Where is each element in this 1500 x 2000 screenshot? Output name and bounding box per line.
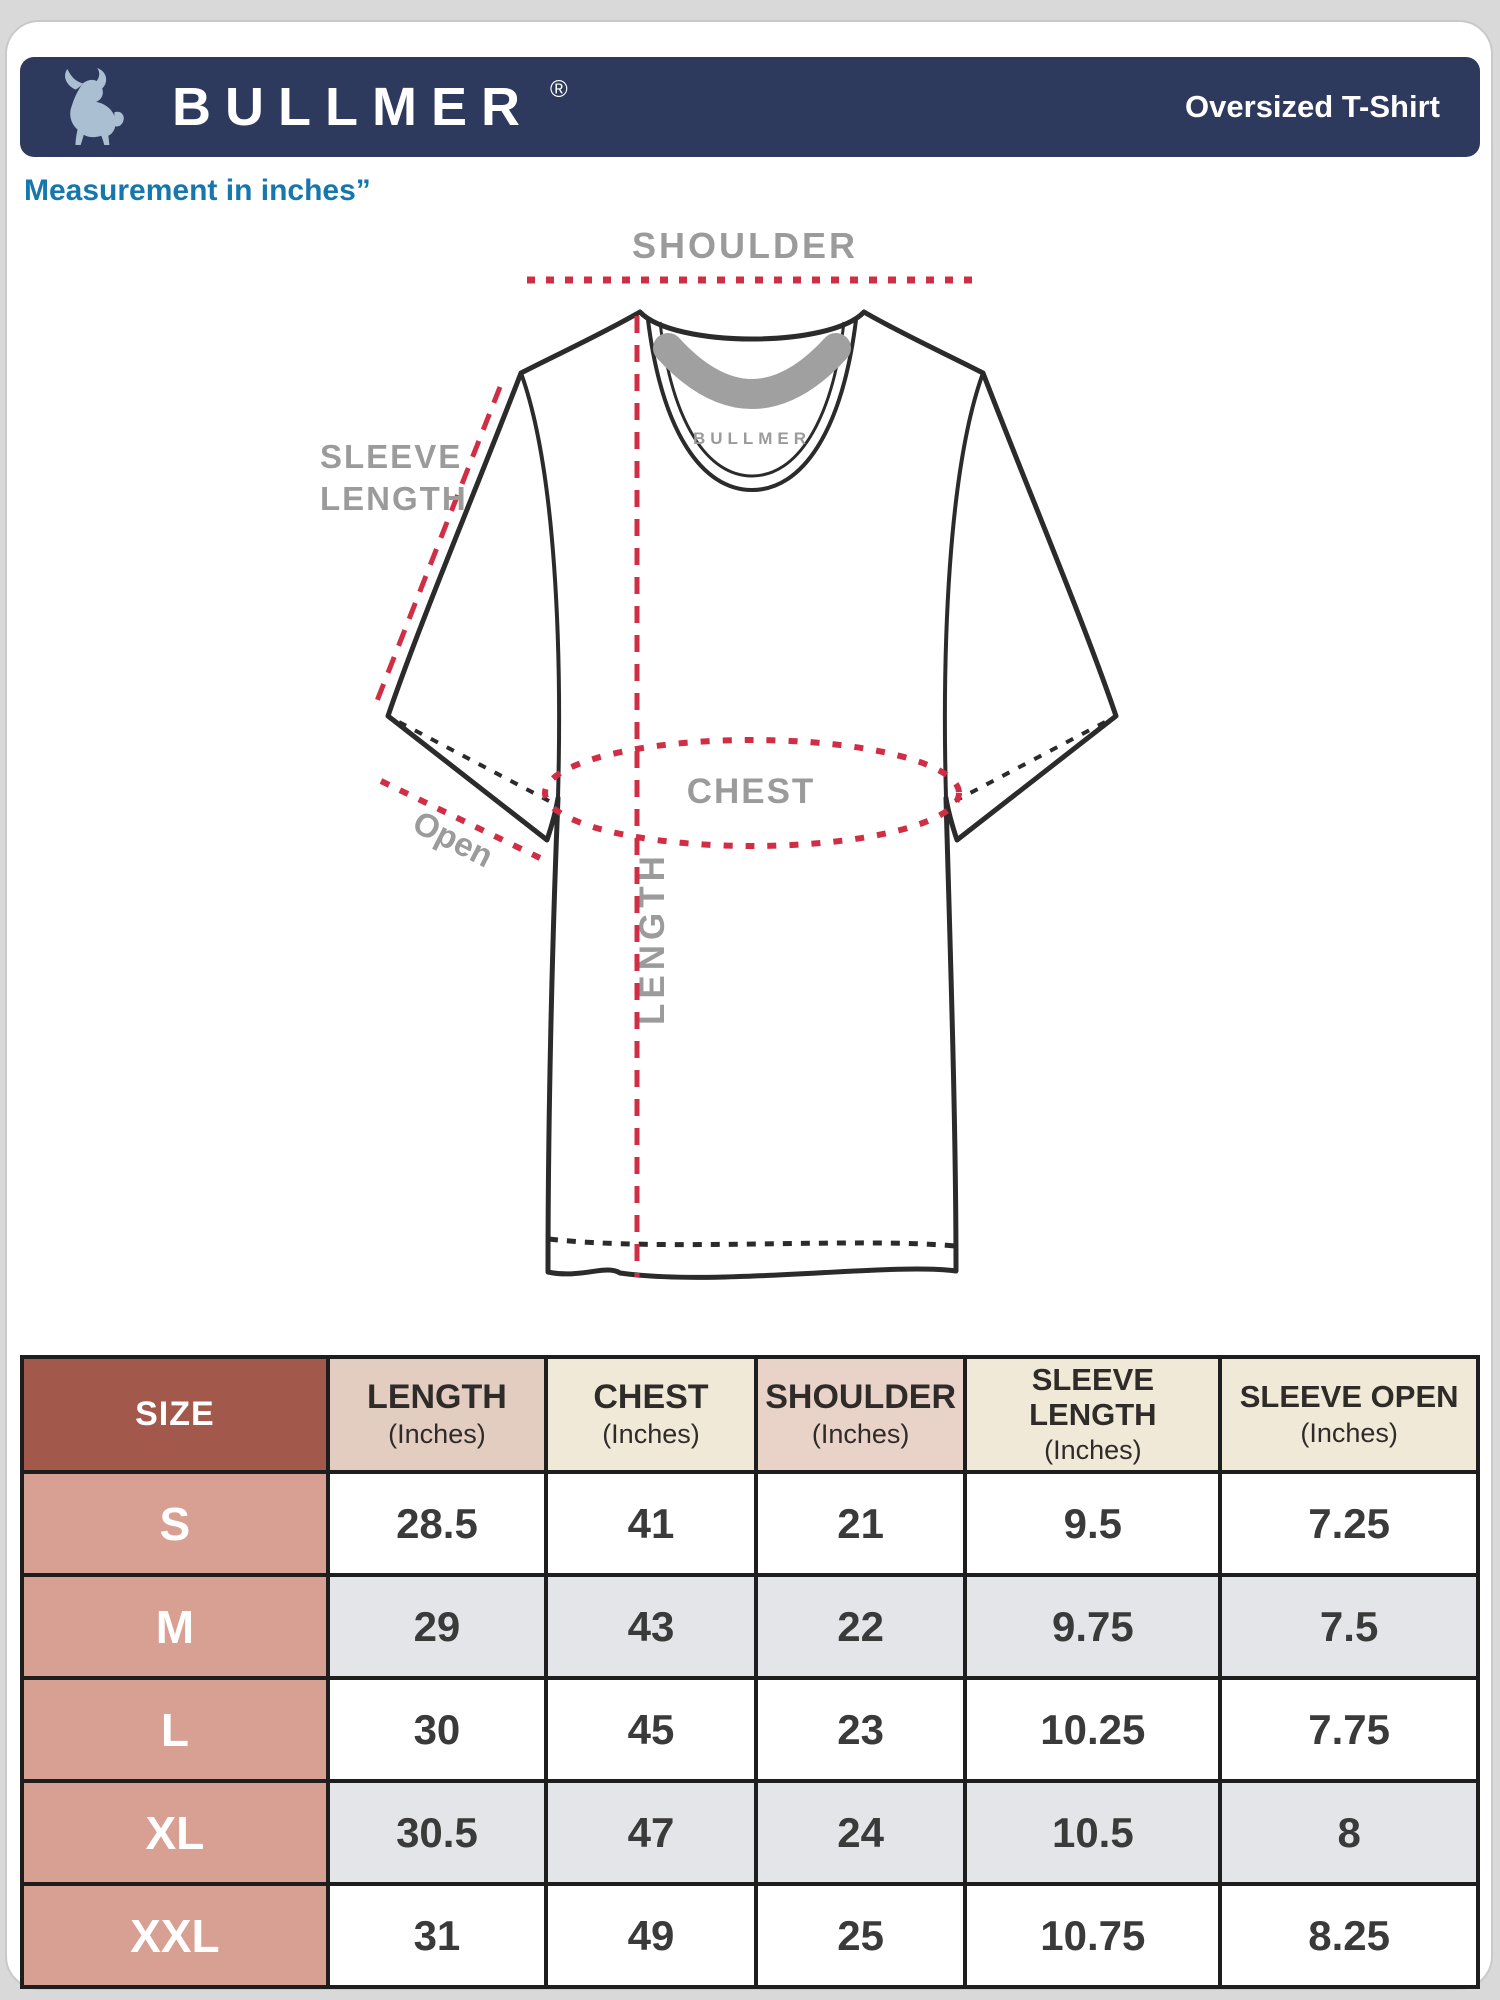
- shoulder-value: 25: [753, 1882, 968, 1989]
- table-row-xxl: XXL 31 49 25 10.75 8.25: [20, 1882, 1480, 1989]
- length-value: 31: [325, 1882, 549, 1989]
- col-header-length: LENGTH (Inches): [325, 1355, 549, 1474]
- table-row-m: M 29 43 22 9.75 7.5: [20, 1573, 1480, 1680]
- product-title: Oversized T-Shirt: [1185, 89, 1440, 124]
- header-bar: BULLMER ® Oversized T-Shirt: [20, 57, 1480, 157]
- size-cell: XL: [20, 1779, 330, 1886]
- sleeve-length-value: 10.75: [963, 1882, 1223, 1989]
- sleeve-open-label: Open: [407, 803, 499, 874]
- sleeve-open-value: 8.25: [1218, 1882, 1480, 1989]
- table-row-xl: XL 30.5 47 24 10.5 8: [20, 1779, 1480, 1886]
- sleeve-length-value: 10.5: [963, 1779, 1223, 1886]
- collar-brand-label: BULLMER: [693, 429, 811, 448]
- chest-value: 43: [544, 1573, 758, 1680]
- size-chart-header-row: SIZE LENGTH (Inches) CHEST (Inches) SHOU…: [20, 1355, 1480, 1474]
- sleeve-open-value: 8: [1218, 1779, 1480, 1886]
- shoulder-value: 23: [753, 1676, 968, 1783]
- collar-band: [653, 333, 851, 409]
- length-value: 28.5: [325, 1470, 549, 1577]
- sleeve-length-value: 9.75: [963, 1573, 1223, 1680]
- length-label: LENGTH: [633, 851, 672, 1025]
- sleeve-length-label-line2: LENGTH: [320, 480, 468, 517]
- shoulder-value: 22: [753, 1573, 968, 1680]
- brand-wordmark: BULLMER: [172, 77, 534, 137]
- tshirt-outline: BULLMER: [385, 309, 1119, 1280]
- length-value: 30.5: [325, 1779, 549, 1886]
- sleeve-open-guide-line: [379, 778, 542, 861]
- chest-value: 45: [544, 1676, 758, 1783]
- table-row-s: S 28.5 41 21 9.5 7.25: [20, 1470, 1480, 1577]
- size-cell: S: [20, 1470, 330, 1577]
- col-header-sleeve-length: SLEEVE LENGTH (Inches): [963, 1355, 1223, 1474]
- shoulder-label: SHOULDER: [632, 225, 858, 266]
- chest-guide-ellipse: [542, 737, 962, 849]
- sleeve-length-label-line1: SLEEVE: [320, 438, 462, 475]
- sleeve-open-value: 7.25: [1218, 1470, 1480, 1577]
- length-value: 29: [325, 1573, 549, 1680]
- col-header-sleeve-open: SLEEVE OPEN (Inches): [1218, 1355, 1480, 1474]
- shoulder-value: 24: [753, 1779, 968, 1886]
- table-row-l: L 30 45 23 10.25 7.75: [20, 1676, 1480, 1783]
- col-header-size: SIZE: [20, 1355, 330, 1474]
- bull-logo-icon: [65, 68, 124, 145]
- registered-trademark: ®: [549, 76, 568, 103]
- sleeve-length-value: 9.5: [963, 1470, 1223, 1577]
- measurement-guides: [372, 276, 977, 1277]
- sleeve-length-value: 10.25: [963, 1676, 1223, 1783]
- chest-value: 41: [544, 1470, 758, 1577]
- size-cell: L: [20, 1676, 330, 1783]
- length-value: 30: [325, 1676, 549, 1783]
- brand-lockup: BULLMER ®: [60, 68, 568, 146]
- size-chart-table: SIZE LENGTH (Inches) CHEST (Inches) SHOU…: [20, 1355, 1480, 1989]
- measurement-note: Measurement in inches”: [24, 174, 371, 207]
- chest-value: 47: [544, 1779, 758, 1886]
- sleeve-open-value: 7.75: [1218, 1676, 1480, 1783]
- size-cell: M: [20, 1573, 330, 1680]
- shoulder-value: 21: [753, 1470, 968, 1577]
- chest-label: CHEST: [687, 772, 816, 811]
- tshirt-measurement-diagram: BULLMER SHOULDER SLEEVE LENGTH Open CHES…: [320, 225, 1119, 1280]
- size-cell: XXL: [20, 1882, 330, 1989]
- sleeve-open-value: 7.5: [1218, 1573, 1480, 1680]
- chest-value: 49: [544, 1882, 758, 1989]
- col-header-shoulder: SHOULDER (Inches): [753, 1355, 968, 1474]
- col-header-chest: CHEST (Inches): [544, 1355, 758, 1474]
